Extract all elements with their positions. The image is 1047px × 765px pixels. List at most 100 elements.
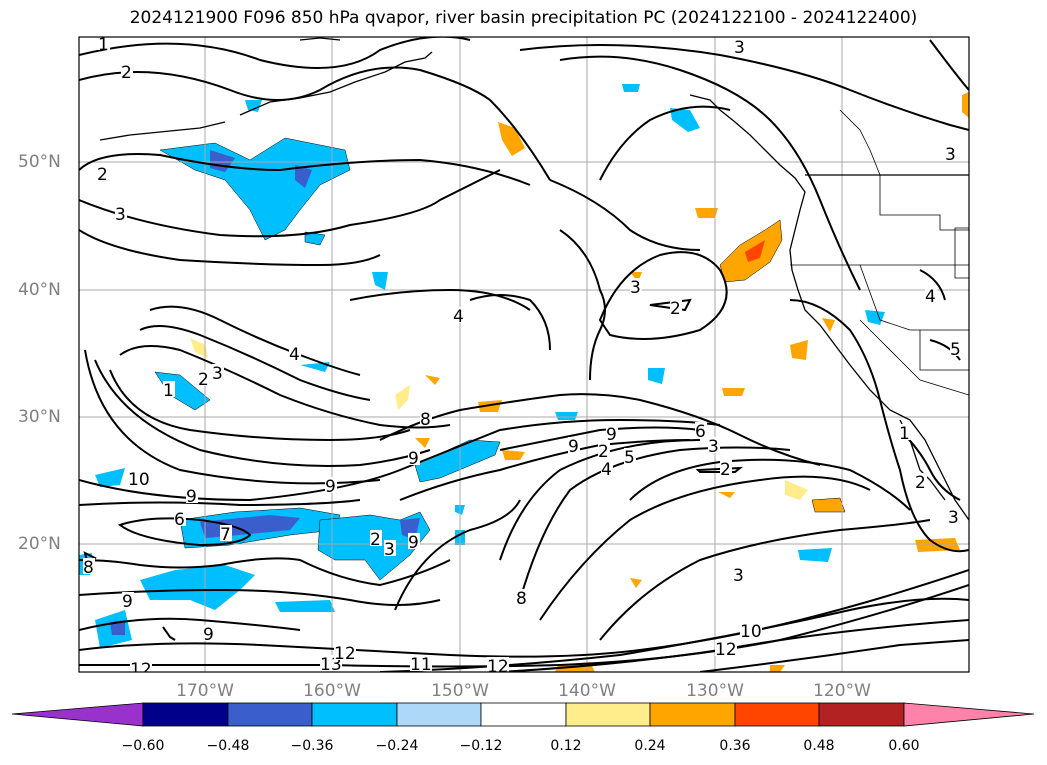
lat-label-40n: 40°N (18, 280, 61, 300)
map-title: 2024121900 F096 850 hPa qvapor, river ba… (129, 8, 918, 28)
borders (790, 109, 969, 396)
contour-label: 7 (220, 525, 231, 545)
precip-negative-patch (414, 439, 501, 483)
precip-negative-patch (295, 165, 312, 188)
contour-label: 6 (695, 422, 706, 442)
contour-label: 2 (198, 370, 209, 390)
lon-label-170w: 170°W (176, 681, 234, 701)
contour-label: 3 (384, 540, 395, 560)
colorbar (11, 702, 1035, 727)
colorbar-segment (565, 702, 651, 727)
lon-label-150w: 150°W (431, 681, 489, 701)
colorbar-tick-label: −0.60 (121, 738, 165, 754)
colorbar-tick-label: 0.48 (803, 738, 835, 754)
contour-label: 3 (733, 566, 744, 586)
precip-negative-patch (372, 272, 388, 290)
contour-label: 11 (410, 655, 432, 675)
contour-label: 2 (598, 442, 609, 462)
precip-positive-patch (498, 122, 525, 156)
colorbar-segment (734, 702, 820, 727)
contour-label: 3 (945, 145, 956, 165)
precip-positive-patch (811, 497, 846, 513)
lat-label-20n: 20°N (18, 534, 61, 554)
lat-label-30n: 30°N (18, 407, 61, 427)
colorbar-tick-label: −0.12 (459, 738, 503, 754)
precip-positive-patch (722, 388, 745, 396)
contour-label: 2 (720, 460, 731, 480)
precip-positive-patch (790, 340, 808, 360)
contour-label: 3 (734, 38, 745, 58)
precip-positive-patch (718, 492, 735, 498)
contour-label: 9 (122, 592, 133, 612)
contour-label: 12 (334, 644, 356, 664)
precip-negative-patch (275, 600, 335, 612)
precip-negative-patch (648, 368, 665, 384)
contour-label: 3 (212, 364, 223, 384)
precip-positive-patch (415, 438, 430, 448)
contour-label: 9 (325, 477, 336, 497)
contour-label: 1 (899, 424, 910, 444)
contour-label: 4 (289, 345, 300, 365)
lon-label-120w: 120°W (813, 681, 871, 701)
precip-positive-patch (395, 385, 410, 410)
contour-labels: 1 2 3 2 3 4 4 2 3 3 2 3 4 5 1 2 3 8 9 9 … (83, 35, 962, 680)
contour-label: 12 (487, 657, 509, 677)
contour-label: 2 (370, 530, 381, 550)
contour-label: 10 (128, 470, 150, 490)
precip-negative-patch (865, 310, 885, 325)
contour-label: 9 (568, 437, 579, 457)
precip-negative-patch (245, 100, 262, 112)
contour-label: 9 (408, 533, 419, 553)
lon-label-160w: 160°W (303, 681, 361, 701)
precip-positive-patch (630, 578, 642, 588)
qvapor-contours (79, 37, 969, 672)
precip-positive-patch (745, 240, 765, 262)
precip-negative-patch (140, 565, 255, 610)
precip-negative-patch (622, 84, 640, 92)
contour-label: 2 (97, 165, 108, 185)
precip-negative-patch (300, 362, 330, 372)
contour-label: 2 (121, 63, 132, 83)
contour-label: 4 (925, 287, 936, 307)
precip-negative-patch (95, 468, 125, 487)
colorbar-segment (396, 702, 482, 727)
contour-label: 2 (915, 473, 926, 493)
contour-label: 9 (186, 487, 197, 507)
precip-positive-patch (502, 450, 525, 460)
contour-label: 6 (174, 510, 185, 530)
colorbar-tick-label: 0.36 (719, 738, 751, 754)
precip-positive-patch (425, 375, 440, 385)
colorbar-tick-label: −0.36 (290, 738, 334, 754)
contour-label: 5 (950, 340, 961, 360)
colorbar-tick-label: 0.24 (634, 738, 666, 754)
colorbar-segment (649, 702, 736, 727)
colorbar-extend-high (903, 702, 1035, 727)
contour-label: 1 (98, 35, 109, 55)
contour-label: 9 (408, 449, 419, 469)
precip-positive-patch (785, 480, 808, 500)
contour-label: 10 (740, 622, 762, 642)
lat-label-50n: 50°N (18, 152, 61, 172)
contour-label: 9 (203, 625, 214, 645)
colorbar-segment (227, 702, 313, 727)
colorbar-tick-label: −0.48 (206, 738, 250, 754)
colorbar-extend-low (11, 702, 144, 727)
contour-label: 1 (163, 381, 174, 401)
precip-negative-patch (670, 108, 700, 132)
colorbar-tick-label: −0.24 (375, 738, 419, 754)
colorbar-tick-label: 0.60 (888, 738, 920, 754)
contour-label: 12 (130, 660, 152, 680)
precip-positive-patch (962, 92, 969, 118)
precip-positive-patch (770, 665, 785, 672)
contour-label: 2 (670, 299, 681, 319)
precip-negative-patch (555, 412, 578, 420)
lon-label-130w: 130°W (686, 681, 744, 701)
precip-positive-patch (695, 208, 718, 218)
colorbar-segment (480, 702, 567, 727)
map-frame (78, 36, 970, 673)
precip-negative-patch (304, 231, 326, 246)
colorbar-tick-label: 0.12 (550, 738, 582, 754)
contour-label: 12 (715, 640, 737, 660)
precip-positive-patch (190, 338, 208, 358)
